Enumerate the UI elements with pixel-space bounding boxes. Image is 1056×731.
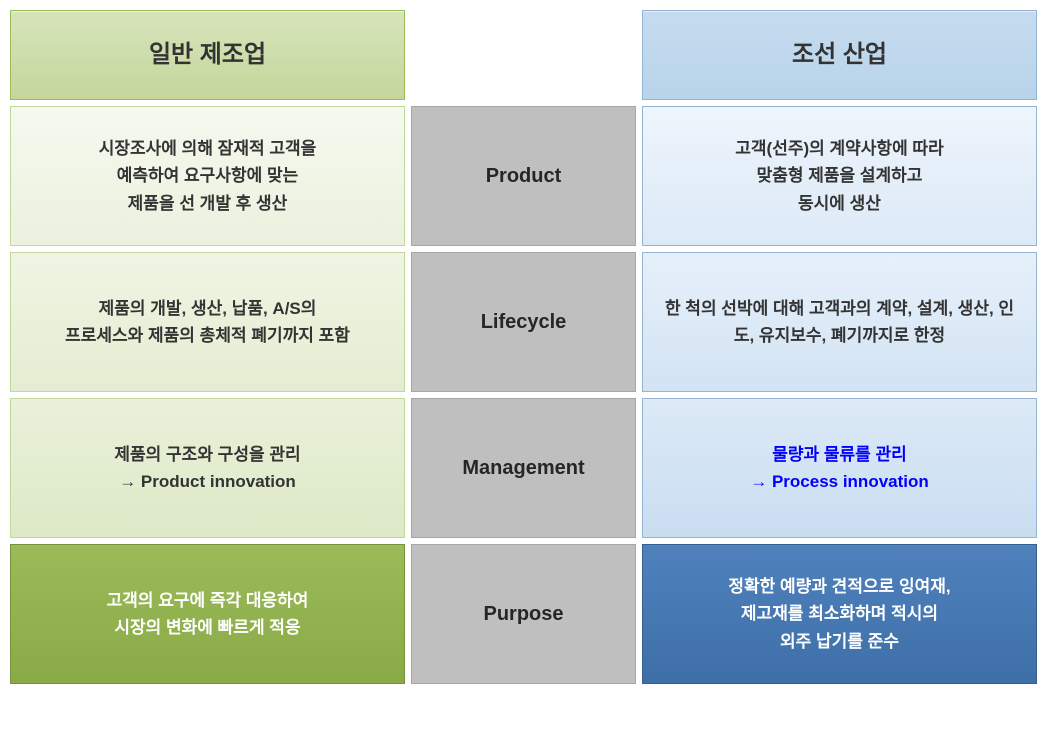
- left-product-text: 시장조사에 의해 잠재적 고객을 예측하여 요구사항에 맞는 제품을 선 개발 …: [99, 135, 317, 217]
- header-right-text: 조선 산업: [792, 36, 887, 74]
- left-cell-management: 제품의 구조와 구성을 관리 → Product innovation: [10, 398, 405, 538]
- right-cell-purpose: 정확한 예량과 견적으로 잉여재, 제고재를 최소화하며 적시의 외주 납기를 …: [642, 544, 1037, 684]
- left-cell-purpose: 고객의 요구에 즉각 대응하여 시장의 변화에 빠르게 적응: [10, 544, 405, 684]
- right-management-text: 물량과 물류를 관리 → Process innovation: [750, 441, 929, 495]
- right-cell-product: 고객(선주)의 계약사항에 따라 맞춤형 제품을 설계하고 동시에 생산: [642, 106, 1037, 246]
- grid-layout: 일반 제조업 조선 산업 시장조사에 의해 잠재적 고객을 예측하여 요구사항에…: [10, 10, 1046, 684]
- category-lifecycle: Lifecycle: [411, 252, 636, 392]
- left-lifecycle-text: 제품의 개발, 생산, 납품, A/S의 프로세스와 제품의 총체적 폐기까지 …: [65, 295, 350, 349]
- header-left-text: 일반 제조업: [149, 36, 266, 74]
- right-cell-lifecycle: 한 척의 선박에 대해 고객과의 계약, 설계, 생산, 인도, 유지보수, 폐…: [642, 252, 1037, 392]
- header-left: 일반 제조업: [10, 10, 405, 100]
- right-product-text: 고객(선주)의 계약사항에 따라 맞춤형 제품을 설계하고 동시에 생산: [735, 135, 943, 217]
- right-lifecycle-text: 한 척의 선박에 대해 고객과의 계약, 설계, 생산, 인도, 유지보수, 폐…: [657, 295, 1022, 349]
- category-product-label: Product: [486, 160, 562, 192]
- category-management-label: Management: [462, 452, 584, 484]
- header-middle-empty: [411, 10, 636, 100]
- right-cell-management: 물량과 물류를 관리 → Process innovation: [642, 398, 1037, 538]
- left-cell-product: 시장조사에 의해 잠재적 고객을 예측하여 요구사항에 맞는 제품을 선 개발 …: [10, 106, 405, 246]
- left-management-text: 제품의 구조와 구성을 관리 → Product innovation: [114, 441, 300, 495]
- left-cell-lifecycle: 제품의 개발, 생산, 납품, A/S의 프로세스와 제품의 총체적 폐기까지 …: [10, 252, 405, 392]
- category-management: Management: [411, 398, 636, 538]
- left-purpose-text: 고객의 요구에 즉각 대응하여 시장의 변화에 빠르게 적응: [107, 587, 309, 641]
- right-purpose-text: 정확한 예량과 견적으로 잉여재, 제고재를 최소화하며 적시의 외주 납기를 …: [728, 573, 950, 655]
- comparison-table: 일반 제조업 조선 산업 시장조사에 의해 잠재적 고객을 예측하여 요구사항에…: [10, 10, 1046, 684]
- category-purpose: Purpose: [411, 544, 636, 684]
- header-right: 조선 산업: [642, 10, 1037, 100]
- category-lifecycle-label: Lifecycle: [481, 306, 567, 338]
- category-product: Product: [411, 106, 636, 246]
- category-purpose-label: Purpose: [483, 598, 563, 630]
